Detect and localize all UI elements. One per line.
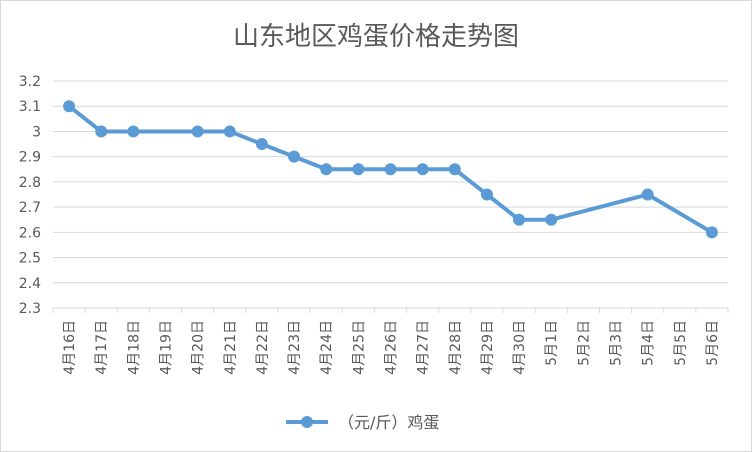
series-segment bbox=[645, 192, 714, 235]
data-point bbox=[320, 163, 333, 176]
x-tick-label: 5月6日 bbox=[705, 320, 721, 366]
y-tick-label: 3 bbox=[32, 124, 41, 140]
data-point bbox=[223, 125, 236, 138]
series-segment bbox=[452, 167, 489, 197]
y-tick-label: 2.7 bbox=[19, 200, 41, 216]
data-point bbox=[513, 213, 526, 226]
x-tick-label: 4月20日 bbox=[191, 320, 207, 375]
x-tick-label: 4月27日 bbox=[416, 320, 432, 375]
legend: （元/斤）鸡蛋 bbox=[286, 413, 439, 432]
series-segment bbox=[484, 192, 522, 222]
data-point bbox=[480, 188, 493, 201]
data-point bbox=[448, 163, 461, 176]
x-tick-label: 5月4日 bbox=[641, 320, 657, 366]
x-tick-label: 5月1日 bbox=[544, 320, 560, 366]
data-point bbox=[416, 163, 429, 176]
y-tick-label: 2.5 bbox=[19, 251, 41, 267]
y-tick-label: 2.6 bbox=[19, 225, 41, 241]
gridlines bbox=[53, 80, 728, 309]
x-tick-label: 4月22日 bbox=[255, 320, 271, 375]
data-point bbox=[705, 226, 718, 239]
legend-point-marker bbox=[301, 416, 313, 428]
x-tick-label: 4月17日 bbox=[94, 320, 110, 375]
data-point bbox=[191, 125, 204, 138]
y-tick-label: 2.9 bbox=[19, 150, 41, 166]
data-point bbox=[288, 150, 301, 163]
y-tick-label: 2.4 bbox=[19, 276, 41, 292]
y-axis-ticks: 2.3 2.4 2.5 2.6 2.7 2.8 2.9 3 3.1 3.2 bbox=[19, 74, 41, 317]
x-tick-label: 4月19日 bbox=[159, 320, 175, 375]
x-axis-ticks: 4月16日 4月17日 4月18日 4月19日 4月20日 4月21日 4月22日 4月23日… bbox=[52, 308, 729, 375]
data-point bbox=[545, 213, 558, 226]
y-tick-label: 2.3 bbox=[19, 301, 41, 317]
chart-title: 山东地区鸡蛋价格走势图 bbox=[233, 22, 519, 52]
x-tick-label: 4月25日 bbox=[351, 320, 367, 375]
x-tick-label: 4月29日 bbox=[480, 320, 496, 375]
series-segment bbox=[67, 104, 104, 134]
x-tick-label: 4月30日 bbox=[512, 320, 528, 375]
x-tick-label: 4月16日 bbox=[62, 320, 78, 375]
x-tick-label: 5月5日 bbox=[673, 320, 689, 366]
series-points bbox=[63, 100, 718, 239]
data-point bbox=[127, 125, 140, 138]
series-segment bbox=[549, 192, 650, 222]
y-tick-label: 2.8 bbox=[19, 175, 41, 191]
data-point bbox=[255, 138, 268, 151]
data-point bbox=[641, 188, 654, 201]
data-point bbox=[384, 163, 397, 176]
x-tick-label: 4月24日 bbox=[319, 320, 335, 375]
data-point bbox=[352, 163, 365, 176]
x-tick-label: 5月3日 bbox=[609, 320, 625, 366]
x-tick-label: 4月18日 bbox=[126, 320, 142, 375]
legend-label: （元/斤）鸡蛋 bbox=[338, 413, 439, 432]
x-tick-label: 4月23日 bbox=[287, 320, 303, 375]
data-point bbox=[95, 125, 108, 138]
y-tick-label: 3.1 bbox=[19, 99, 41, 115]
x-tick-label: 4月28日 bbox=[448, 320, 464, 375]
x-tick-label: 4月21日 bbox=[223, 320, 239, 375]
data-point bbox=[63, 100, 76, 113]
x-tick-label: 4月26日 bbox=[384, 320, 400, 375]
y-tick-label: 3.2 bbox=[19, 74, 41, 90]
x-tick-label: 5月2日 bbox=[576, 320, 592, 366]
